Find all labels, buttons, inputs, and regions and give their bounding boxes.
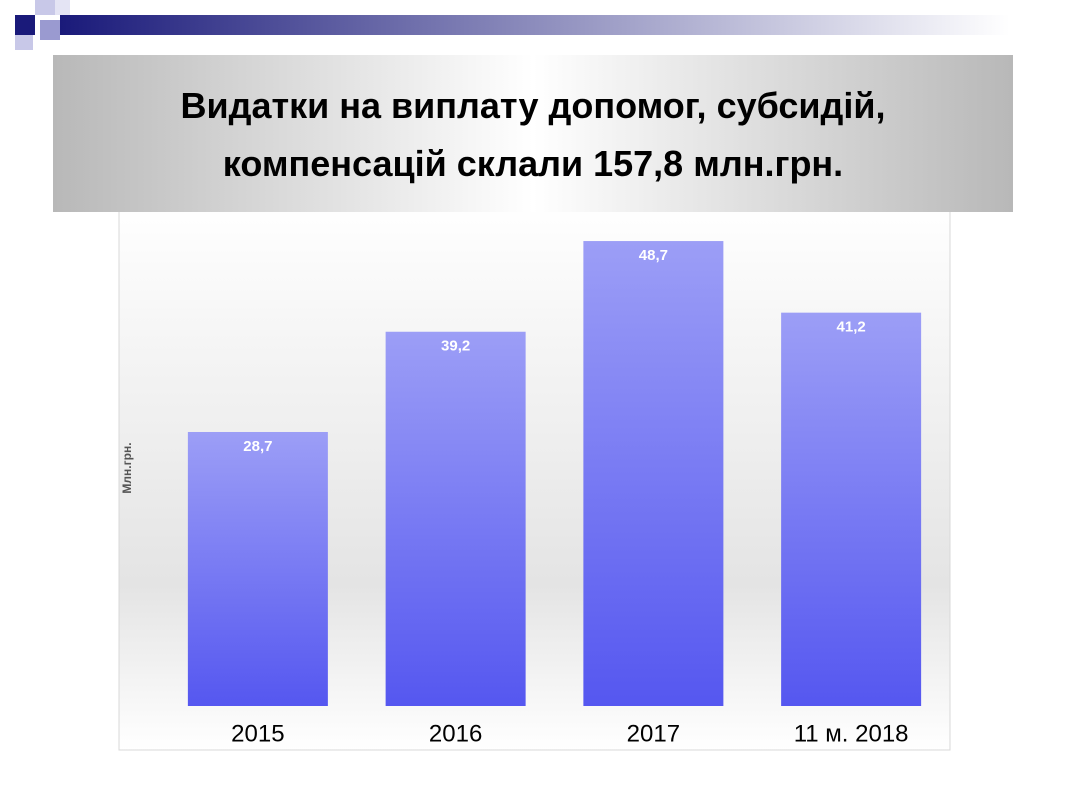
data-label: 39,2 [441, 338, 470, 355]
bar [781, 312, 922, 706]
chart-title: Видатки на виплату допомог, субсидій, ко… [180, 85, 886, 184]
bar [385, 331, 526, 706]
bar [187, 431, 328, 706]
data-label: 41,2 [837, 319, 866, 336]
x-tick-label: 2015 [231, 720, 284, 747]
data-label: 48,7 [639, 247, 668, 264]
y-axis-label: Млн.грн. [120, 442, 134, 493]
title-box: Видатки на виплату допомог, субсидій, ко… [53, 55, 1013, 212]
bar [583, 241, 724, 706]
x-tick-label: 2016 [429, 720, 482, 747]
x-tick-label: 2017 [627, 720, 680, 747]
data-label: 28,7 [243, 438, 272, 455]
decoration [15, 0, 1010, 50]
x-tick-label: 11 м. 2018 [794, 720, 909, 747]
